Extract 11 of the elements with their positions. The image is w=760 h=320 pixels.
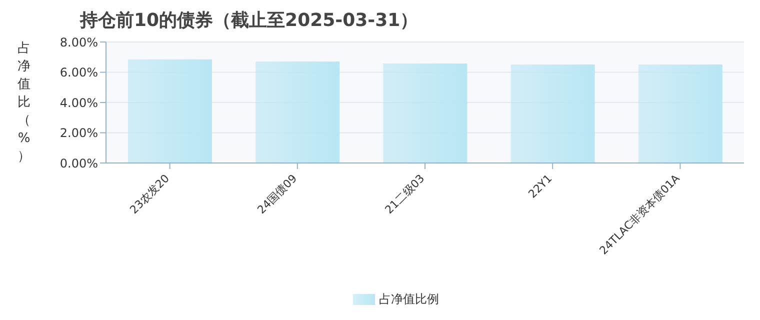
- y-tick-label: 0.00%: [60, 156, 98, 170]
- x-tick-label: 24国债09: [254, 172, 300, 216]
- legend-label: 占净值比例: [378, 291, 439, 308]
- y-axis-title: 占净值比（%）: [16, 40, 32, 166]
- y-tick-label: 2.00%: [60, 126, 98, 140]
- chart-title: 持仓前10的债券（截止至2025-03-31）: [80, 9, 418, 32]
- y-tick-label: 8.00%: [60, 35, 98, 50]
- y-tick-label: 6.00%: [60, 66, 98, 80]
- x-tick-label: 21二级03: [382, 172, 428, 216]
- x-tick-label: 23农发20: [127, 172, 172, 216]
- y-tick-label: 4.00%: [60, 96, 98, 110]
